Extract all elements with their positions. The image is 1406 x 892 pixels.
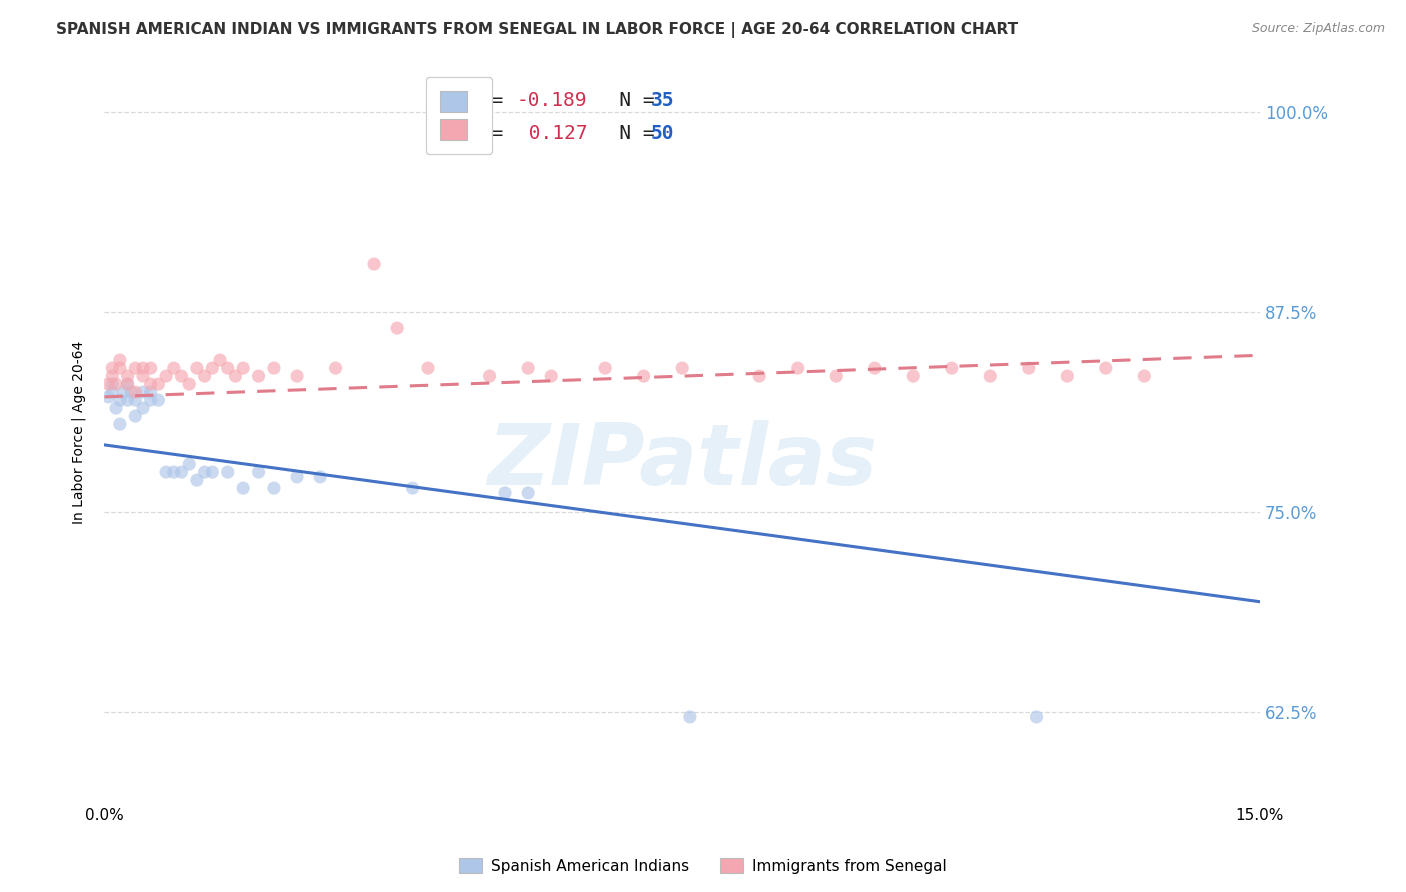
Point [401, 481, 423, 495]
Point [201, 465, 224, 479]
Point [863, 361, 886, 376]
Point [155, 465, 177, 479]
Point [105, 377, 128, 392]
Point [101, 369, 124, 384]
Point [132, 369, 155, 384]
Point [517, 486, 540, 500]
Point [117, 377, 139, 392]
Point [186, 473, 208, 487]
Point [112, 385, 135, 400]
Point [194, 465, 217, 479]
Text: SPANISH AMERICAN INDIAN VS IMMIGRANTS FROM SENEGAL IN LABOR FORCE | AGE 20-64 CO: SPANISH AMERICAN INDIAN VS IMMIGRANTS FR… [56, 22, 1018, 38]
Point [139, 385, 162, 400]
Legend: , : , [426, 78, 492, 154]
Point [148, 393, 170, 408]
Text: ZIPatlas: ZIPatlas [486, 420, 877, 503]
Point [540, 369, 562, 384]
Point [101, 377, 124, 392]
Point [325, 361, 347, 376]
Point [494, 486, 516, 500]
Point [117, 393, 139, 408]
Point [108, 393, 131, 408]
Text: 0.127: 0.127 [517, 125, 588, 144]
Point [101, 385, 124, 400]
Point [124, 361, 146, 376]
Point [108, 417, 131, 431]
Point [363, 257, 385, 271]
Point [309, 470, 332, 484]
Point [194, 369, 217, 384]
Point [593, 361, 616, 376]
Point [132, 401, 155, 416]
Point [1133, 369, 1156, 384]
Point [263, 361, 285, 376]
Text: 35: 35 [651, 91, 675, 111]
Point [671, 361, 693, 376]
Point [97, 390, 120, 404]
Point [108, 361, 131, 376]
Point [124, 409, 146, 423]
Point [217, 465, 239, 479]
Point [124, 385, 146, 400]
Point [105, 401, 128, 416]
Point [941, 361, 963, 376]
Point [117, 377, 139, 392]
Point [232, 481, 254, 495]
Point [748, 369, 770, 384]
Point [117, 369, 139, 384]
Point [825, 369, 848, 384]
Point [186, 361, 208, 376]
Y-axis label: In Labor Force | Age 20-64: In Labor Force | Age 20-64 [72, 341, 86, 524]
Point [155, 369, 177, 384]
Point [148, 377, 170, 392]
Point [108, 353, 131, 368]
Point [679, 710, 702, 724]
Point [179, 377, 201, 392]
Point [120, 385, 142, 400]
Point [247, 465, 270, 479]
Text: N =: N = [583, 125, 666, 144]
Text: -0.189: -0.189 [517, 91, 588, 111]
Point [247, 369, 270, 384]
Point [224, 369, 246, 384]
Text: R =: R = [468, 91, 516, 111]
Point [124, 393, 146, 408]
Text: 50: 50 [651, 125, 675, 144]
Text: Source: ZipAtlas.com: Source: ZipAtlas.com [1251, 22, 1385, 36]
Point [132, 385, 155, 400]
Legend: Spanish American Indians, Immigrants from Senegal: Spanish American Indians, Immigrants fro… [453, 852, 953, 880]
Point [208, 353, 231, 368]
Point [170, 465, 193, 479]
Text: R =: R = [468, 125, 516, 144]
Point [163, 465, 186, 479]
Point [786, 361, 808, 376]
Point [170, 369, 193, 384]
Point [285, 470, 308, 484]
Point [101, 361, 124, 376]
Point [179, 457, 201, 471]
Point [1094, 361, 1116, 376]
Point [285, 369, 308, 384]
Point [517, 361, 540, 376]
Point [1056, 369, 1078, 384]
Point [139, 377, 162, 392]
Point [232, 361, 254, 376]
Point [1018, 361, 1040, 376]
Point [385, 321, 408, 335]
Point [903, 369, 925, 384]
Point [979, 369, 1001, 384]
Point [633, 369, 655, 384]
Point [416, 361, 439, 376]
Point [163, 361, 186, 376]
Point [217, 361, 239, 376]
Point [139, 361, 162, 376]
Point [263, 481, 285, 495]
Point [478, 369, 501, 384]
Point [139, 393, 162, 408]
Point [1025, 710, 1047, 724]
Point [132, 361, 155, 376]
Point [201, 361, 224, 376]
Text: N =: N = [583, 91, 666, 111]
Point [97, 377, 120, 392]
